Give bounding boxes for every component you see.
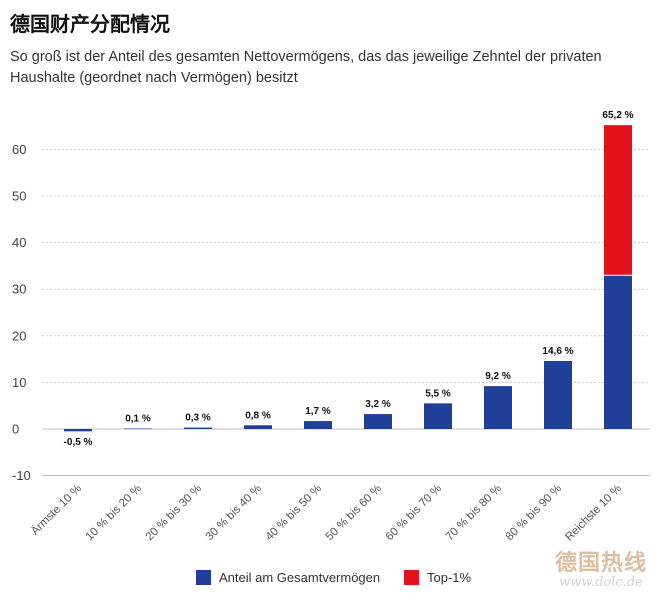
y-tick-label: 60 [12,142,26,157]
data-label: 14,6 % [542,346,573,357]
bar-anteil [124,428,152,430]
watermark: 德国热线 www.dolc.de [555,545,647,590]
y-tick-label: 30 [12,282,26,297]
data-label: 0,8 % [245,410,271,421]
category-label: 30 % bis 40 % [204,483,264,543]
bar-chart: -10 0 10 20 30 40 50 60 -0,5 % Ärmste 10 % 0,1 % 10… [12,110,650,544]
bar-anteil [244,425,272,429]
category-label: 10 % bis 20 % [84,483,144,543]
watermark-logo: 德国热线 [554,550,647,576]
data-label: 9,2 % [485,371,511,382]
category-label: 40 % bis 50 % [264,483,324,543]
data-label: 3,2 % [365,399,391,410]
y-tick-label: 50 [12,189,26,204]
y-tick-label: 40 [12,235,26,250]
category-label: Reichste 10 % [563,483,624,544]
legend-swatch-anteil [196,570,211,585]
bar-anteil [304,421,332,429]
bar-anteil [544,360,572,429]
legend-item-anteil: Anteil am Gesamtvermögen [196,570,380,585]
chart-title: 德国财产分配情况 [10,12,170,36]
legend-label-top1: Top-1% [427,570,472,585]
watermark-url: www.dolc.de [559,575,643,590]
y-tick-label: -10 [12,468,31,483]
legend-label-anteil: Anteil am Gesamtvermögen [219,570,381,585]
data-label: 0,1 % [125,414,151,425]
chart-legend: Anteil am Gesamtvermögen Top-1% [0,570,659,586]
data-label: -0,5 % [64,437,93,448]
data-label: 1,7 % [305,406,331,417]
category-label: 20 % bis 30 % [144,483,204,543]
data-label: 65,2 % [602,110,633,121]
bar-anteil [184,427,212,429]
bar-anteil [64,429,92,432]
legend-item-top1: Top-1% [404,570,471,585]
bar-anteil [604,275,632,429]
category-label: 80 % bis 90 % [504,483,564,543]
y-tick-label: 20 [12,328,26,343]
category-label: 50 % bis 60 % [324,483,384,543]
category-label: Ärmste 10 % [29,483,84,538]
data-label: 5,5 % [425,388,451,399]
category-label: 60 % bis 70 % [384,483,444,543]
category-label: 70 % bis 80 % [444,483,504,543]
bar-anteil [424,403,452,429]
y-tick-label: 10 [12,375,26,390]
bar-anteil [484,386,512,429]
legend-swatch-top1 [404,570,419,585]
y-tick-label: 0 [12,422,19,437]
data-label: 0,3 % [185,413,211,424]
bar-anteil [364,414,392,429]
bar-top1 [604,125,632,276]
chart-subtitle: So groß ist der Anteil des gesamten Nett… [10,49,602,86]
